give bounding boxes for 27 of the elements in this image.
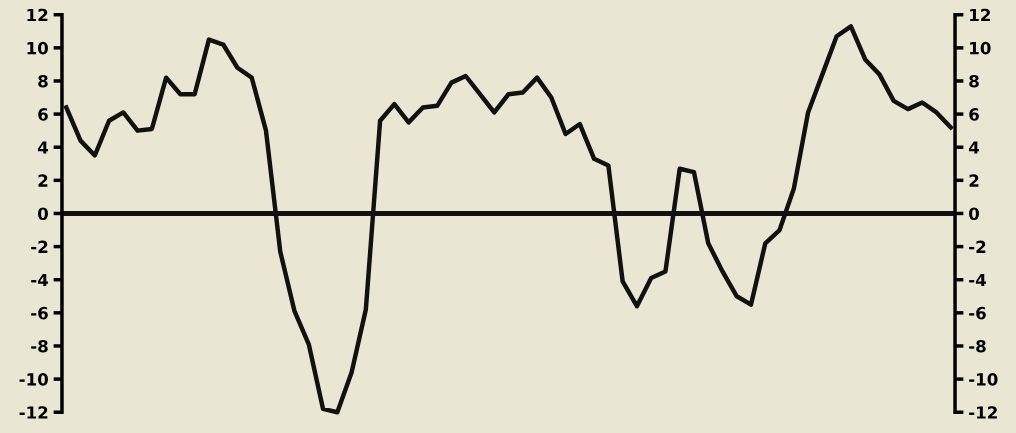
y2-tick-label: -8: [969, 339, 986, 353]
line-series: [64, 24, 953, 415]
y-tick-label: 2: [38, 174, 48, 187]
y2-tick-label: -2: [969, 240, 986, 253]
y-tick-label: 8: [38, 74, 48, 88]
y2-tick-label: 12: [970, 8, 990, 22]
y2-tick-label: 6: [969, 108, 979, 121]
y-tick-label: 12: [27, 8, 48, 22]
y2-tick-label: -6: [969, 306, 986, 320]
y-tick-label: 10: [27, 41, 48, 55]
y-tick-label: 0: [37, 207, 48, 221]
y-tick-label: -12: [19, 406, 48, 419]
y-tick-label: 4: [37, 141, 49, 154]
y2-tick-label: 10: [970, 41, 991, 55]
y-tick-label: -4: [31, 273, 49, 287]
y2-tick-label: 0: [969, 207, 980, 221]
y-tick-label: -6: [31, 306, 48, 320]
y-tick-label: -2: [31, 240, 48, 253]
y2-tick-label: 8: [969, 74, 979, 88]
y-tick-label: -10: [19, 373, 48, 386]
y2-tick-label: 2: [969, 174, 979, 187]
y-tick-label: -8: [31, 339, 48, 353]
y2-tick-label: -10: [969, 373, 998, 386]
y-tick-label: 6: [38, 108, 48, 121]
y2-tick-label: -12: [969, 406, 997, 419]
y2-tick-label: -4: [969, 273, 986, 287]
y2-tick-label: 4: [968, 141, 980, 154]
